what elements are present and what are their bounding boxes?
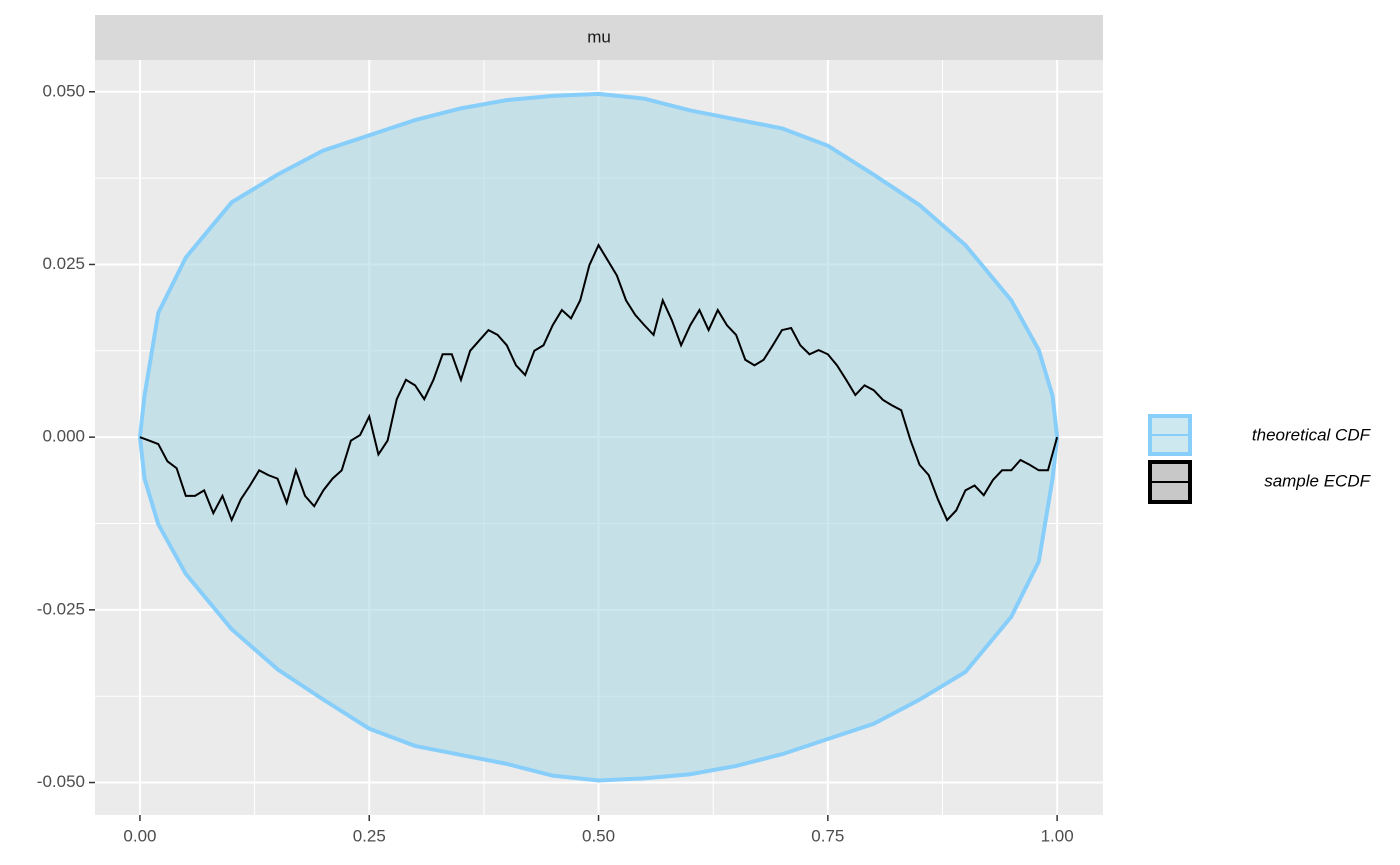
x-tick-label: 0.50	[582, 826, 615, 845]
strip	[95, 15, 1103, 60]
legend-label: sample ECDF	[1264, 471, 1371, 490]
x-tick-label: 0.00	[123, 826, 156, 845]
band-upper	[137, 91, 1060, 438]
y-tick-label: -0.025	[37, 599, 85, 618]
y-tick-label: 0.000	[42, 427, 85, 446]
x-tick-label: 1.00	[1041, 826, 1074, 845]
ecdf-line	[139, 242, 1059, 523]
y-tick-label: 0.050	[42, 81, 85, 100]
y-tick-label: -0.050	[37, 772, 85, 791]
strip-label: mu	[587, 27, 611, 46]
x-tick-label: 0.75	[811, 826, 844, 845]
legend-label: theoretical CDF	[1252, 425, 1372, 444]
ribbon-fill	[139, 93, 1058, 781]
y-tick-label: 0.025	[42, 254, 85, 273]
band-lower	[137, 436, 1060, 783]
x-tick-label: 0.25	[353, 826, 386, 845]
